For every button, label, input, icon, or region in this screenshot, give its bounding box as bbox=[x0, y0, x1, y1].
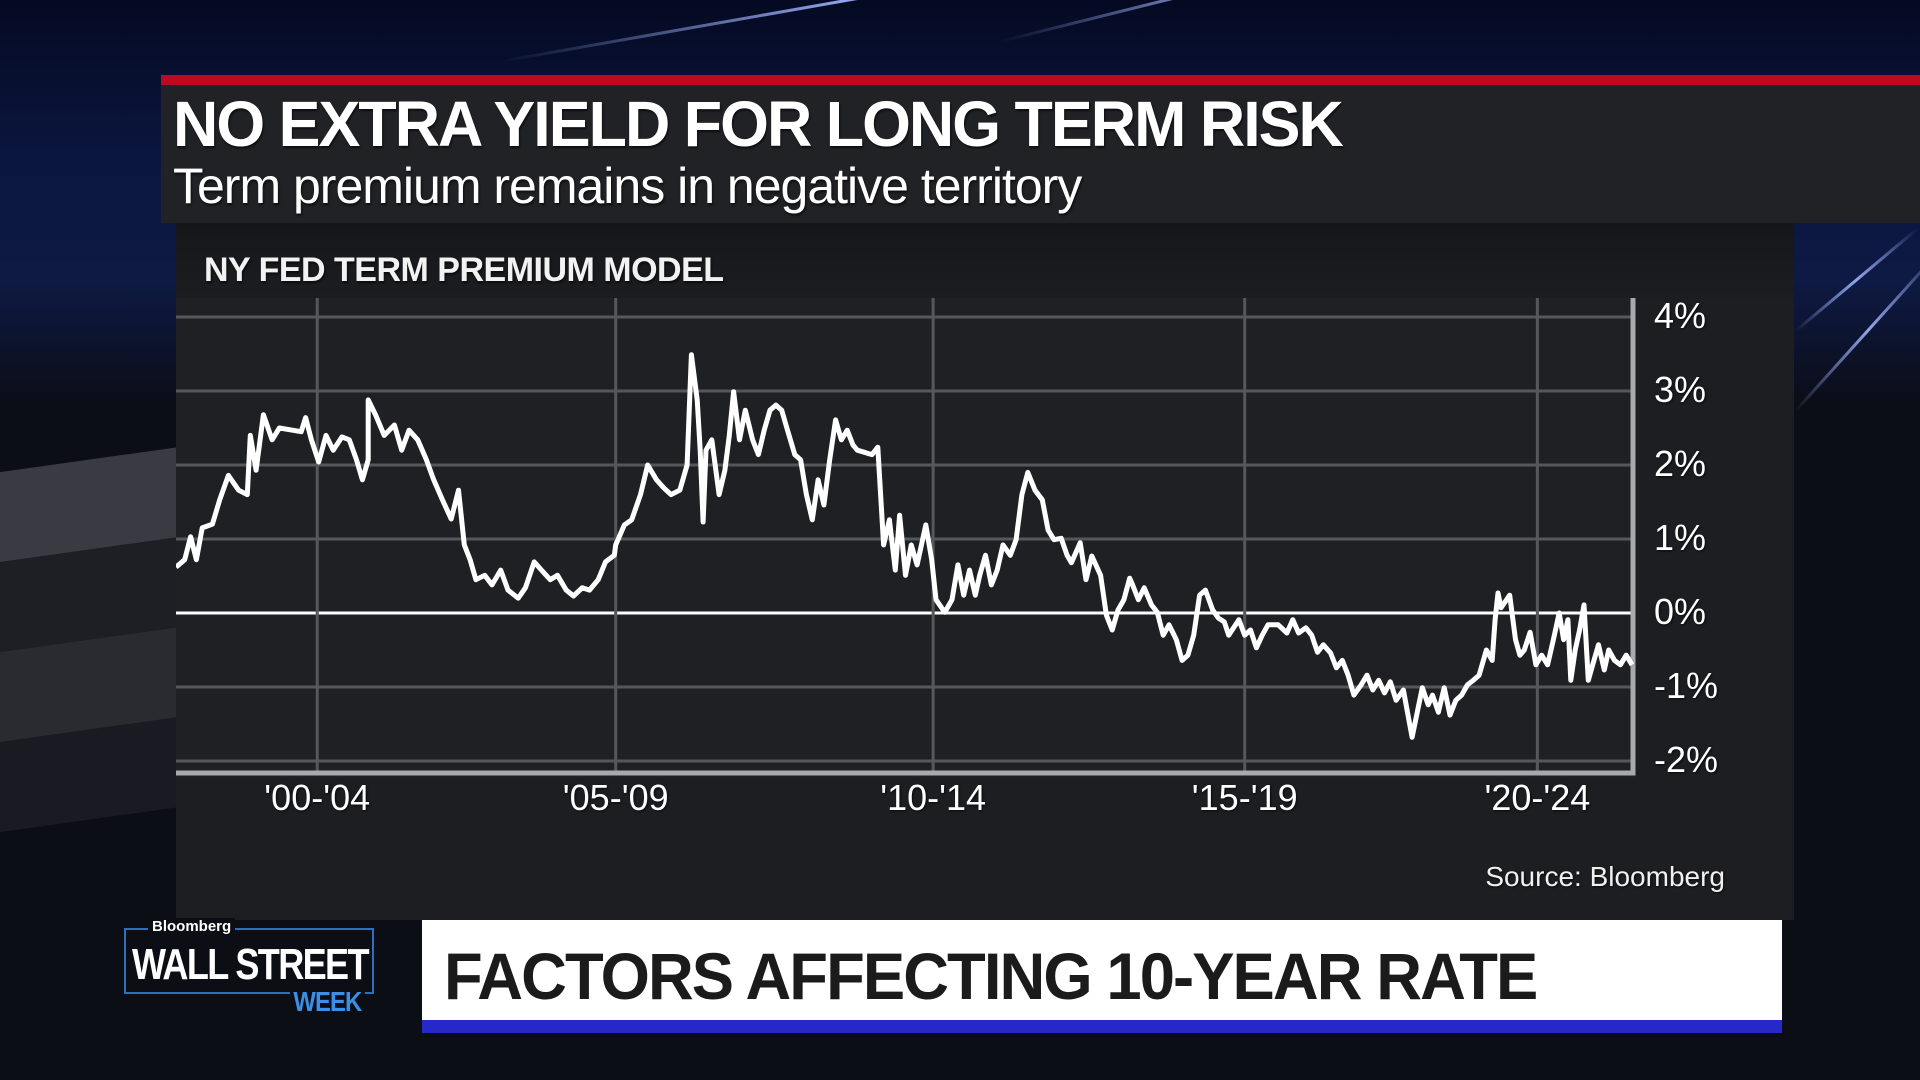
lower-third-text: FACTORS AFFECTING 10-YEAR RATE bbox=[444, 939, 1538, 1013]
line-chart bbox=[174, 298, 1636, 776]
y-tick-label: 3% bbox=[1654, 369, 1707, 410]
logo-brand: Bloomberg bbox=[148, 918, 236, 935]
y-tick-label: 2% bbox=[1654, 443, 1707, 484]
headline: NO EXTRA YIELD FOR LONG TERM RISK bbox=[173, 88, 1344, 160]
lower-third-accent-bar bbox=[422, 1020, 1782, 1033]
y-tick-label: 0% bbox=[1654, 591, 1707, 632]
y-tick-label: -2% bbox=[1654, 739, 1719, 780]
y-tick-label: 4% bbox=[1654, 295, 1707, 336]
chart-panel: NY FED TERM PREMIUM MODEL 4% 3% 2% 1% 0% -1% -… bbox=[174, 223, 1794, 920]
x-tick-label: '10-'14 bbox=[880, 777, 987, 818]
plot-area bbox=[174, 298, 1636, 778]
y-tick-label: -1% bbox=[1654, 665, 1719, 706]
x-tick-label: '00-'04 bbox=[264, 777, 371, 818]
x-tick-label: '15-'19 bbox=[1191, 777, 1298, 818]
header-accent-bar bbox=[161, 75, 1920, 85]
graphic-header: NO EXTRA YIELD FOR LONG TERM RISK Term p… bbox=[161, 75, 1920, 223]
term-premium-line bbox=[174, 352, 1635, 740]
lower-third: FACTORS AFFECTING 10-YEAR RATE bbox=[422, 920, 1782, 1033]
x-tick-label: '05-'09 bbox=[562, 777, 669, 818]
axis-lines bbox=[176, 298, 1636, 776]
y-tick-label: 1% bbox=[1654, 517, 1707, 558]
chart-title: NY FED TERM PREMIUM MODEL bbox=[204, 251, 724, 289]
logo-show-suffix: WEEK bbox=[290, 986, 365, 1018]
x-tick-label: '20-'24 bbox=[1484, 777, 1591, 818]
source-note: Source: Bloomberg bbox=[1485, 861, 1725, 892]
subheadline: Term premium remains in negative territo… bbox=[173, 158, 1082, 214]
show-logo: Bloomberg WALL STREET WEEK bbox=[124, 918, 374, 1018]
logo-show-name: WALL STREET bbox=[132, 940, 370, 989]
